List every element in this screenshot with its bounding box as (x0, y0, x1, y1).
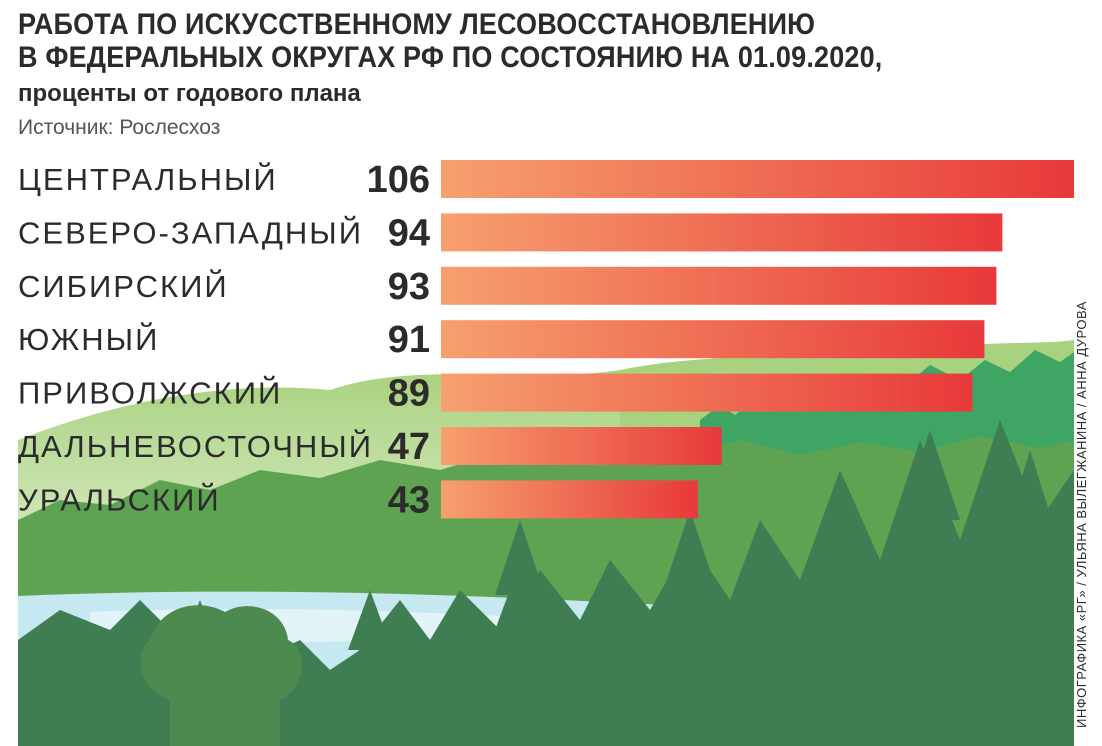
chart-source: Источник: Рослесхоз (18, 116, 221, 139)
category-label: ПРИВОЛЖСКИЙ (18, 375, 282, 411)
value-label: 106 (367, 159, 430, 201)
value-label: 91 (388, 319, 430, 361)
category-label: СИБИРСКИЙ (18, 268, 229, 304)
bar (441, 160, 1074, 198)
chart-title: РАБОТА ПО ИСКУССТВЕННОМУ ЛЕСОВОССТАНОВЛЕ… (18, 8, 882, 74)
bar (441, 213, 1003, 252)
category-label: ЦЕНТРАЛЬНЫЙ (18, 161, 278, 197)
value-label: 93 (388, 266, 430, 308)
bar (441, 427, 722, 465)
bar (441, 320, 985, 359)
bar (441, 480, 698, 519)
title-line-1: РАБОТА ПО ИСКУССТВЕННОМУ ЛЕСОВОССТАНОВЛЕ… (18, 8, 816, 41)
value-label: 94 (388, 212, 430, 254)
bar (441, 266, 997, 305)
deciduous-tree (140, 605, 302, 746)
value-label: 43 (388, 479, 430, 521)
bar (441, 373, 973, 412)
value-label: 89 (388, 373, 430, 415)
value-label: 47 (388, 426, 430, 468)
category-label: ЮЖНЫЙ (18, 321, 159, 357)
chart-subtitle: проценты от годового плана (18, 80, 361, 107)
category-label: СЕВЕРО-ЗАПАДНЫЙ (18, 214, 363, 250)
category-label: УРАЛЬСКИЙ (18, 481, 221, 517)
category-label: ДАЛЬНЕВОСТОЧНЫЙ (18, 428, 373, 464)
title-line-2: В ФЕДЕРАЛЬНЫХ ОКРУГАХ РФ ПО СОСТОЯНИЮ НА… (18, 41, 883, 74)
